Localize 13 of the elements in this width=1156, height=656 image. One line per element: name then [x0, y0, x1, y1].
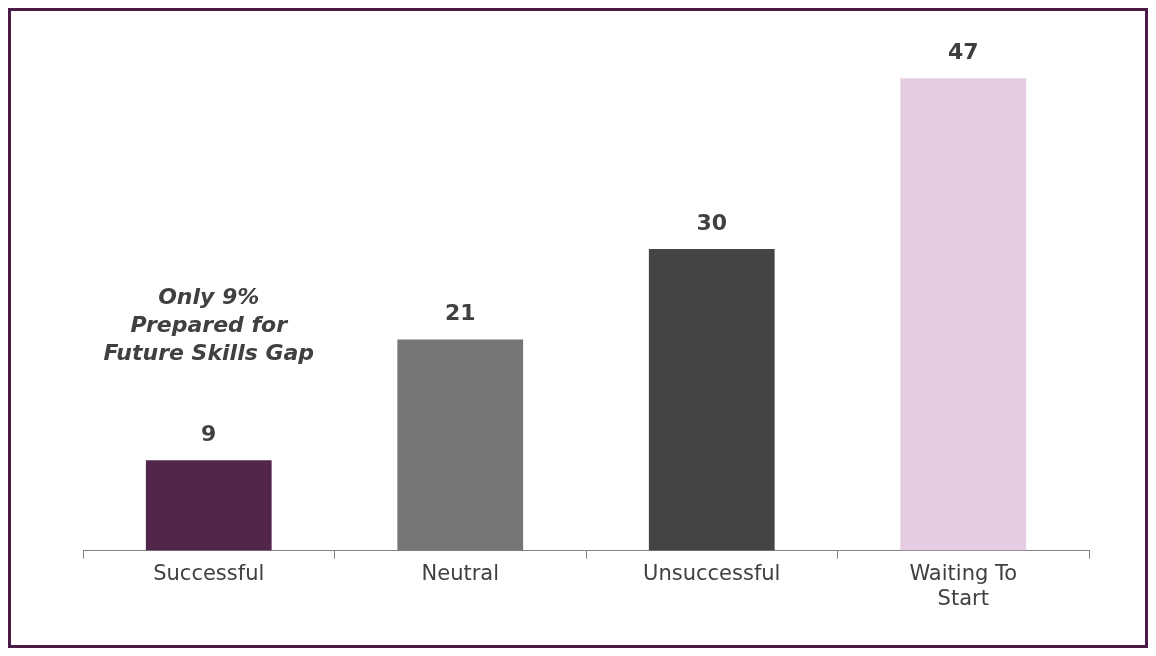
x-tick-label: Successful — [153, 560, 265, 585]
annotation: Only 9% Prepared for Future Skills Gap — [103, 284, 315, 366]
bar — [648, 249, 775, 551]
data-label: 30 — [696, 209, 728, 235]
data-label: 21 — [444, 300, 476, 326]
data-label: 47 — [947, 38, 979, 64]
bar — [900, 78, 1027, 551]
x-tick-label: Waiting To Start — [909, 560, 1018, 610]
x-tick-label: Unsuccessful — [643, 560, 781, 585]
data-label: 9 — [201, 420, 217, 446]
bar — [145, 460, 272, 551]
x-tick-label: Neutral — [421, 560, 500, 585]
bar — [397, 339, 524, 551]
